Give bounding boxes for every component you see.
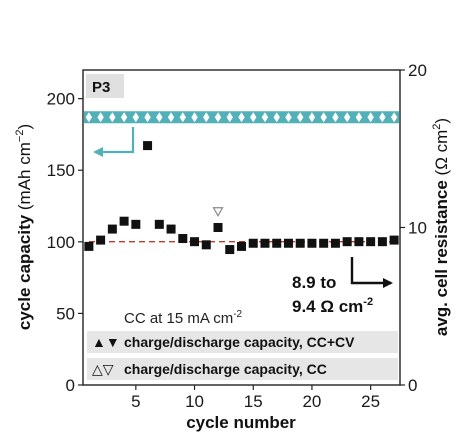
y-axis-left-title-main: cycle capacity bbox=[15, 214, 34, 330]
capacity-point bbox=[343, 112, 351, 123]
legend-row-1-bg bbox=[87, 331, 398, 353]
resistance-annotation-line2: 9.4 Ω cm-2 bbox=[292, 296, 373, 316]
resistance-point bbox=[354, 237, 364, 247]
resistance-point bbox=[283, 238, 293, 248]
resistance-point bbox=[166, 224, 176, 234]
capacity-point bbox=[238, 112, 245, 123]
y-right-tick-label: 10 bbox=[408, 219, 427, 238]
legend-row-2-bg bbox=[87, 358, 398, 380]
y-axis-left-title-unit: (mAh cm bbox=[15, 142, 34, 215]
resistance-point bbox=[84, 241, 94, 251]
y-axis-right-title-sup: 2 bbox=[431, 124, 443, 130]
y-right-tick-label: 20 bbox=[408, 61, 427, 80]
capacity-point bbox=[120, 112, 128, 123]
resistance-point bbox=[330, 238, 340, 248]
capacity-point bbox=[390, 112, 398, 123]
y-axis-right-title-main: avg. cell resistance bbox=[432, 180, 451, 336]
y-axis-right-title-close: ) bbox=[432, 118, 451, 124]
x-tick-label: 15 bbox=[244, 392, 263, 411]
x-tick-label: 10 bbox=[185, 392, 204, 411]
resistance-point bbox=[131, 219, 141, 229]
resistance-point bbox=[377, 237, 387, 247]
capacity-point bbox=[367, 112, 374, 123]
resistance-point bbox=[307, 238, 317, 248]
resistance-point bbox=[342, 237, 352, 247]
resistance-point bbox=[190, 237, 200, 247]
y-axis-left-title-close: ) bbox=[15, 124, 34, 130]
resistance-point bbox=[319, 238, 329, 248]
resistance-point bbox=[119, 216, 129, 226]
resistance-point bbox=[272, 238, 282, 248]
panel-label-box bbox=[86, 74, 124, 98]
cc-annotation-sup: -2 bbox=[233, 309, 242, 320]
y-left-tick-label: 0 bbox=[66, 376, 75, 395]
data-marks bbox=[84, 112, 399, 255]
capacity-point bbox=[167, 112, 175, 123]
resistance-point bbox=[225, 245, 235, 255]
resistance-point bbox=[248, 238, 258, 248]
x-tick-label: 20 bbox=[302, 392, 321, 411]
capacity-point bbox=[132, 112, 140, 123]
capacity-point bbox=[379, 112, 386, 123]
x-tick-label: 25 bbox=[361, 392, 380, 411]
capacity-point bbox=[97, 112, 104, 123]
capacity-point bbox=[85, 112, 93, 123]
x-tick-label: 5 bbox=[131, 392, 140, 411]
resistance-annotation-line1: 8.9 to bbox=[292, 273, 336, 292]
capacity-point bbox=[261, 112, 269, 123]
capacity-point bbox=[144, 112, 151, 123]
resistance-point bbox=[295, 238, 305, 248]
y-axis-left-title: cycle capacity (mAh cm−2) bbox=[14, 124, 34, 330]
capacity-point bbox=[297, 112, 304, 123]
resistance-point bbox=[178, 234, 188, 244]
capacity-point bbox=[320, 112, 327, 123]
y-axis-right-title-unit: (Ω cm bbox=[432, 130, 451, 180]
capacity-point bbox=[332, 112, 339, 123]
capacity-point bbox=[156, 112, 163, 123]
legend-symbol-2: △▽ bbox=[92, 361, 114, 377]
capacity-point bbox=[109, 112, 116, 123]
x-axis-title: cycle number bbox=[186, 413, 296, 432]
cc-annotation-main: CC at 15 mA cm bbox=[124, 310, 233, 327]
capacity-point bbox=[214, 112, 222, 123]
y-axis-left-title-sup: −2 bbox=[14, 130, 26, 143]
capacity-point bbox=[273, 112, 280, 123]
resistance-annotation-sup: -2 bbox=[363, 296, 373, 308]
resistance-arrow bbox=[350, 257, 393, 288]
resistance-point bbox=[143, 141, 153, 151]
legend-label-1: charge/discharge capacity, CC+CV bbox=[124, 334, 355, 350]
resistance-point bbox=[237, 241, 246, 251]
axis-ticks: 5 10 15 20 25 0 50 100 150 200 0 10 20 bbox=[47, 61, 427, 411]
resistance-point bbox=[107, 224, 117, 234]
resistance-point bbox=[154, 219, 164, 229]
resistance-annotation-main: 9.4 Ω cm bbox=[292, 297, 363, 316]
resistance-point bbox=[260, 238, 270, 248]
capacity-point bbox=[355, 112, 363, 123]
cc-annotation: CC at 15 mA cm-2 bbox=[124, 309, 243, 327]
y-left-tick-label: 200 bbox=[47, 90, 75, 109]
y-left-tick-label: 50 bbox=[56, 304, 75, 323]
capacity-point bbox=[226, 112, 233, 123]
cc-capacity-point bbox=[212, 207, 224, 217]
capacity-point bbox=[308, 112, 316, 123]
capacity-point bbox=[285, 112, 292, 123]
capacity-arrow bbox=[93, 127, 135, 157]
y-right-tick-label: 0 bbox=[408, 376, 417, 395]
capacity-point bbox=[191, 112, 198, 123]
resistance-point bbox=[389, 235, 399, 245]
resistance-point bbox=[366, 237, 376, 247]
y-axis-right-title: avg. cell resistance (Ω cm2) bbox=[431, 118, 451, 336]
y-left-tick-label: 100 bbox=[47, 233, 75, 252]
capacity-point bbox=[250, 112, 257, 123]
panel-label: P3 bbox=[92, 79, 110, 96]
y-left-tick-label: 150 bbox=[47, 161, 75, 180]
resistance-point bbox=[213, 223, 223, 232]
capacity-point bbox=[179, 112, 186, 123]
resistance-point bbox=[201, 240, 211, 250]
capacity-point bbox=[203, 112, 210, 123]
resistance-point bbox=[96, 235, 106, 245]
legend-symbol-1: ▲▼ bbox=[92, 334, 120, 350]
legend-label-2: charge/discharge capacity, CC bbox=[124, 361, 327, 377]
